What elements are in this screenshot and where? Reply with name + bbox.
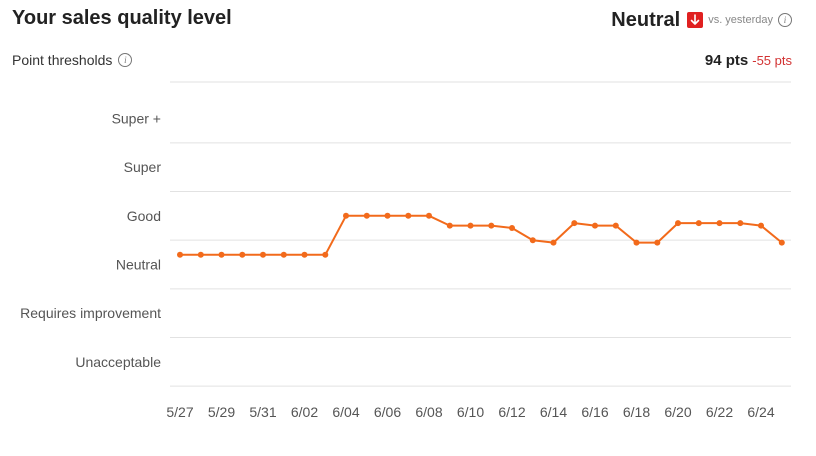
data-point xyxy=(301,251,308,258)
data-point xyxy=(426,212,432,219)
y-axis-label: Good xyxy=(127,208,161,224)
data-point xyxy=(633,239,640,246)
data-point xyxy=(177,251,183,258)
comparison-label: vs. yesterday xyxy=(708,14,773,26)
x-axis-label: 5/27 xyxy=(166,404,193,420)
status-group: Neutral vs. yesterday i xyxy=(611,7,792,33)
x-axis-label: 5/29 xyxy=(208,404,235,420)
y-axis-label: Requires improvement xyxy=(20,305,161,321)
data-point xyxy=(280,251,287,258)
data-point xyxy=(778,239,785,246)
arrow-down-icon xyxy=(687,12,704,28)
data-point xyxy=(592,222,598,229)
data-point xyxy=(446,222,453,229)
x-axis-label: 6/04 xyxy=(332,404,359,420)
data-point xyxy=(571,220,578,227)
data-point xyxy=(695,220,702,227)
x-axis-label: 6/24 xyxy=(747,404,774,420)
data-point xyxy=(260,251,266,258)
x-axis-label: 6/06 xyxy=(374,404,401,420)
data-point xyxy=(737,220,744,227)
points-group: 94 pts -55 pts xyxy=(705,52,792,69)
x-axis-label: 6/18 xyxy=(623,404,650,420)
x-axis-label: 6/20 xyxy=(664,404,691,420)
data-point xyxy=(612,222,619,229)
data-point xyxy=(218,251,225,258)
card-title: Your sales quality level xyxy=(12,7,232,29)
y-axis-label: Neutral xyxy=(116,257,161,273)
data-point xyxy=(405,212,412,219)
data-point xyxy=(675,220,681,227)
data-point xyxy=(529,237,536,244)
quality-status: Neutral xyxy=(611,8,681,31)
card-header: Your sales quality level Neutral vs. yes… xyxy=(12,7,792,35)
data-point xyxy=(654,239,661,246)
point-thresholds: Point thresholds i xyxy=(12,52,133,68)
x-axis-label: 6/10 xyxy=(457,404,484,420)
y-axis-label: Unacceptable xyxy=(75,354,161,370)
data-point xyxy=(384,212,391,219)
data-point xyxy=(343,212,349,219)
x-axis-label: 6/08 xyxy=(415,404,442,420)
data-point xyxy=(488,222,495,229)
x-axis-label: 6/16 xyxy=(581,404,608,420)
data-point xyxy=(758,222,764,229)
data-point xyxy=(239,251,246,258)
y-axis-label: Super xyxy=(124,159,162,175)
points-change: -55 pts xyxy=(752,53,792,68)
data-point xyxy=(716,220,723,227)
card-subheader: Point thresholds i 94 pts -55 pts xyxy=(12,52,792,72)
x-axis-label: 5/31 xyxy=(249,404,276,420)
point-thresholds-label: Point thresholds xyxy=(12,52,113,68)
data-point xyxy=(322,251,329,258)
x-axis-label: 6/22 xyxy=(706,404,733,420)
x-axis-label: 6/14 xyxy=(540,404,567,420)
info-icon[interactable]: i xyxy=(778,13,792,27)
series-line xyxy=(180,214,783,256)
data-point xyxy=(197,251,204,258)
info-icon[interactable]: i xyxy=(118,53,133,67)
data-point xyxy=(550,239,557,246)
y-axis-label: Super + xyxy=(112,111,161,127)
data-point xyxy=(363,212,370,219)
data-point xyxy=(467,222,474,229)
data-point xyxy=(509,225,515,231)
points-value: 94 pts xyxy=(704,52,749,69)
x-axis-label: 6/02 xyxy=(291,404,318,420)
x-axis-label: 6/12 xyxy=(498,404,525,420)
